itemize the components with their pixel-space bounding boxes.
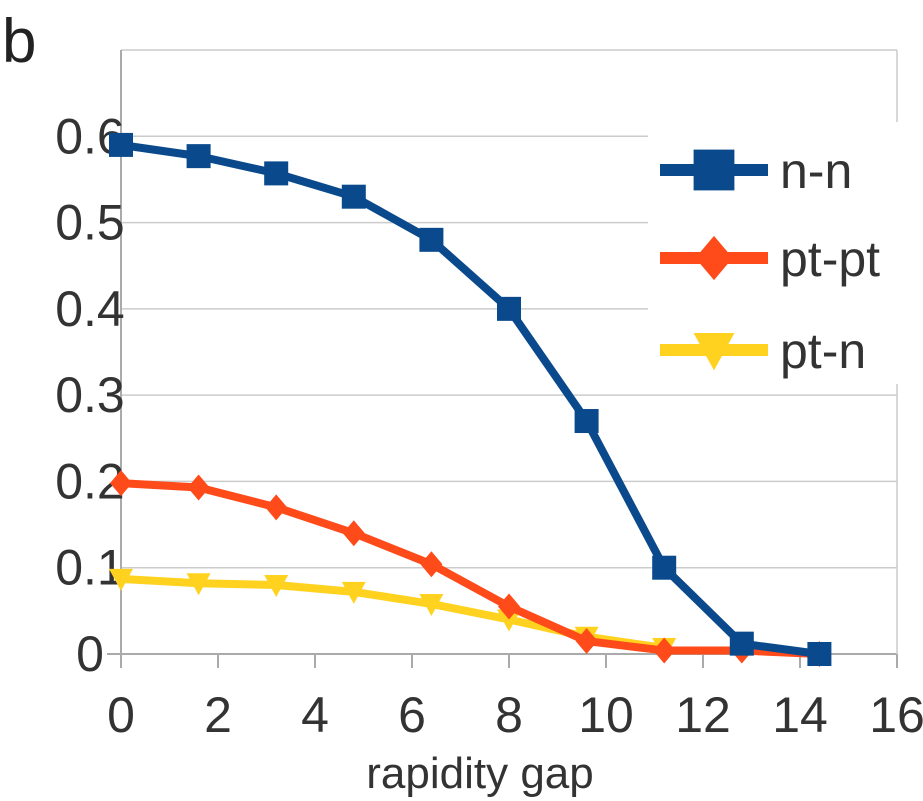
data-point-pt-pt [498, 593, 520, 620]
y-tick-label: 0.1 [55, 540, 125, 596]
x-tick-label: 0 [107, 687, 135, 743]
x-axis-label: rapidity gap [366, 749, 593, 798]
data-point-n-n [264, 161, 289, 186]
data-point-pt-pt [420, 551, 443, 578]
series-group [109, 132, 832, 667]
legend: n-n pt-pt pt-n [648, 122, 903, 384]
panel-label: b [2, 7, 36, 76]
data-point-pt-n [186, 573, 211, 596]
data-point-pt-pt [342, 520, 365, 547]
y-tick-label: 0 [76, 626, 104, 682]
x-tick-label: 6 [398, 687, 426, 743]
x-tick-label: 8 [495, 687, 523, 743]
data-point-n-n [497, 296, 521, 321]
data-point-n-n [341, 184, 366, 209]
legend-marker-pt-pt [695, 235, 733, 281]
x-tick-label: 10 [578, 687, 634, 743]
y-tick-label: 0.3 [55, 367, 125, 423]
data-point-n-n [186, 144, 211, 169]
y-tick-label: 0.5 [55, 195, 125, 251]
series-line-pt-pt [120, 479, 820, 658]
gridlines [121, 49, 897, 569]
data-point-pt-n [497, 609, 521, 632]
y-tick-labels: 00.10.20.30.40.50.6 [55, 108, 125, 682]
data-point-n-n [807, 642, 832, 666]
series-pt-pt [110, 470, 831, 667]
series-line-n-n [120, 140, 820, 658]
data-point-pt-n [264, 574, 289, 597]
data-point-pt-n [419, 593, 444, 616]
data-point-pt-pt [265, 494, 288, 521]
data-point-n-n [729, 631, 754, 656]
data-point-n-n [652, 555, 677, 580]
x-tick-labels: 0 2 4 6 8 10 12 14 16 [107, 687, 923, 743]
x-tick-label: 16 [869, 687, 923, 743]
legend-label-n-n: n-n [780, 143, 852, 199]
legend-label-pt-pt: pt-pt [780, 231, 880, 287]
data-point-pt-n [109, 568, 133, 591]
series-n-n [109, 132, 832, 666]
legend-marker-pt-n [693, 333, 735, 371]
data-point-pt-pt [575, 628, 598, 655]
x-tick-label: 14 [772, 687, 828, 743]
data-point-n-n [574, 409, 599, 434]
data-point-pt-pt [653, 637, 676, 664]
x-tick-label: 2 [204, 687, 232, 743]
data-point-n-n [419, 227, 444, 252]
data-point-pt-n [341, 581, 366, 604]
x-tick-label: 12 [675, 687, 731, 743]
data-point-pt-pt [187, 474, 210, 501]
x-tick-label: 4 [301, 687, 329, 743]
y-tick-label: 0.4 [55, 281, 125, 337]
legend-marker-n-n [693, 149, 735, 191]
legend-label-pt-n: pt-n [780, 323, 866, 379]
data-point-pt-pt [110, 470, 132, 497]
data-point-n-n [109, 132, 133, 157]
